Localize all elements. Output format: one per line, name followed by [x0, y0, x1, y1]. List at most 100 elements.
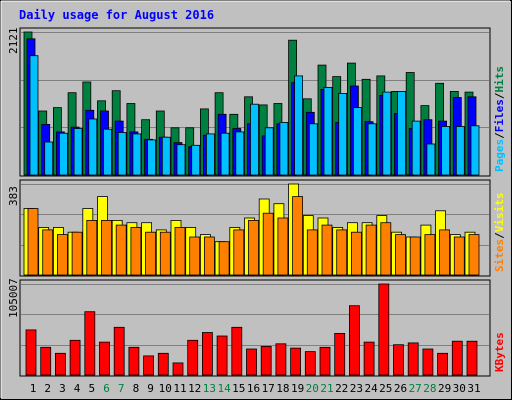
bar-sites-day-undefined: [218, 241, 230, 276]
bar-sites-day-undefined: [86, 219, 98, 276]
bar-kbytes-day-undefined: [201, 332, 213, 376]
bar-pages-day-19: [294, 75, 304, 176]
bar-sites-day-undefined: [130, 227, 142, 276]
bar-pages-day-4: [73, 128, 83, 176]
x-tick-label-day-14: 14: [217, 382, 231, 395]
bar-sites-day-undefined: [159, 231, 171, 276]
x-tick-label-day-31: 31: [467, 382, 480, 395]
bar-kbytes-day-undefined: [99, 341, 110, 376]
bar-pages-day-11: [176, 144, 186, 176]
legend-item-kbytes: KBytes: [493, 332, 506, 372]
bar-sites-day-undefined: [203, 236, 215, 276]
x-tick-label-day-1: 1: [30, 382, 37, 395]
x-tick-label-day-30: 30: [453, 382, 466, 395]
bar-sites-day-undefined: [321, 224, 333, 276]
x-tick-label-day-15: 15: [232, 382, 245, 395]
bar-sites-day-undefined: [115, 224, 127, 276]
bar-pages-day-30: [455, 126, 465, 176]
x-tick-label-day-13: 13: [203, 382, 216, 395]
bar-pages-day-24: [367, 123, 377, 176]
bar-pages-day-16: [250, 103, 259, 176]
top-legend: Pages/Files/Hits: [493, 66, 506, 172]
x-tick-label-day-19: 19: [291, 382, 304, 395]
bar-kbytes-day-undefined: [437, 352, 449, 376]
x-tick-label-day-29: 29: [438, 382, 451, 395]
bar-pages-day-23: [352, 107, 362, 176]
bar-sites-day-undefined: [395, 234, 406, 276]
bar-sites-day-undefined: [262, 212, 274, 276]
x-tick-label-day-24: 24: [364, 382, 378, 395]
bar-pages-day-20: [308, 123, 318, 176]
x-tick-label-day-25: 25: [379, 382, 392, 395]
x-tick-label-day-16: 16: [247, 382, 260, 395]
bar-pages-day-14: [220, 132, 230, 176]
bar-kbytes-day-undefined: [290, 347, 302, 376]
bottom-y-max-label: 105007: [7, 278, 20, 318]
legend-item-sites: Sites: [493, 239, 506, 272]
x-tick-label-day-20: 20: [306, 382, 319, 395]
x-tick-label-day-3: 3: [59, 382, 66, 395]
x-tick-label-day-12: 12: [188, 382, 201, 395]
bar-kbytes-day-undefined: [451, 340, 463, 376]
bar-sites-day-undefined: [189, 236, 201, 276]
bar-sites-day-undefined: [42, 229, 54, 276]
bar-kbytes-day-undefined: [231, 326, 243, 376]
top-y-max-label: 2121: [7, 28, 20, 55]
bottom-legend: KBytes: [493, 332, 506, 372]
bar-pages-day-6: [103, 128, 112, 176]
bar-sites-day-undefined: [380, 222, 392, 276]
bar-sites-day-undefined: [306, 229, 318, 276]
bar-sites-day-undefined: [233, 229, 245, 276]
bar-kbytes-day-undefined: [422, 348, 434, 376]
bar-kbytes-day-undefined: [319, 346, 331, 376]
bar-kbytes-day-undefined: [407, 342, 419, 376]
bar-pages-day-10: [161, 136, 171, 176]
legend-item-separator: /: [493, 92, 506, 99]
x-tick-label-day-22: 22: [335, 382, 348, 395]
x-tick-label-day-11: 11: [173, 382, 186, 395]
bar-sites-day-undefined: [350, 231, 362, 276]
bar-kbytes-day-undefined: [69, 339, 81, 376]
x-tick-label-day-23: 23: [350, 382, 363, 395]
bar-pages-day-28: [426, 143, 436, 176]
x-tick-label-day-9: 9: [147, 382, 154, 395]
bar-pages-day-8: [132, 133, 142, 176]
bar-sites-day-undefined: [277, 217, 289, 276]
bar-kbytes-day-undefined: [363, 341, 375, 376]
bars: [23, 31, 480, 376]
bar-pages-day-3: [59, 132, 68, 176]
bar-kbytes-day-undefined: [143, 355, 155, 376]
bar-sites-day-undefined: [424, 234, 436, 276]
bar-kbytes-day-undefined: [393, 344, 404, 376]
bar-kbytes-day-undefined: [275, 343, 287, 376]
bar-pages-day-29: [441, 126, 451, 176]
bar-pages-day-9: [147, 139, 157, 176]
legend-item-visits: Visits: [493, 193, 506, 233]
x-tick-label-day-10: 10: [159, 382, 172, 395]
legend-item-hits: Hits: [493, 66, 506, 93]
bar-kbytes-day-undefined: [40, 346, 52, 376]
bar-kbytes-day-undefined: [348, 305, 360, 376]
bar-sites-day-undefined: [57, 234, 68, 276]
y-axis-max-labels: 2121 383 105007: [7, 28, 20, 319]
bar-kbytes-day-undefined: [172, 362, 184, 376]
bar-sites-day-undefined: [174, 227, 186, 276]
bar-kbytes-day-undefined: [246, 348, 257, 376]
bar-sites-day-undefined: [292, 196, 304, 276]
bar-kbytes-day-undefined: [157, 352, 169, 376]
bar-kbytes-day-undefined: [84, 311, 96, 376]
bar-pages-day-2: [44, 141, 54, 176]
bar-sites-day-undefined: [468, 234, 480, 276]
x-tick-label-day-6: 6: [103, 382, 110, 395]
bar-pages-day-25: [382, 91, 392, 176]
bar-kbytes-day-undefined: [25, 329, 37, 376]
bar-sites-day-undefined: [101, 219, 112, 276]
legends: Pages/Files/Hits Sites / Visits KBytes: [493, 66, 506, 372]
bar-pages-day-12: [191, 144, 201, 176]
x-tick-label-day-7: 7: [118, 382, 125, 395]
bar-pages-day-22: [338, 93, 348, 176]
bar-sites-day-undefined: [439, 229, 451, 276]
x-tick-label-day-26: 26: [394, 382, 407, 395]
